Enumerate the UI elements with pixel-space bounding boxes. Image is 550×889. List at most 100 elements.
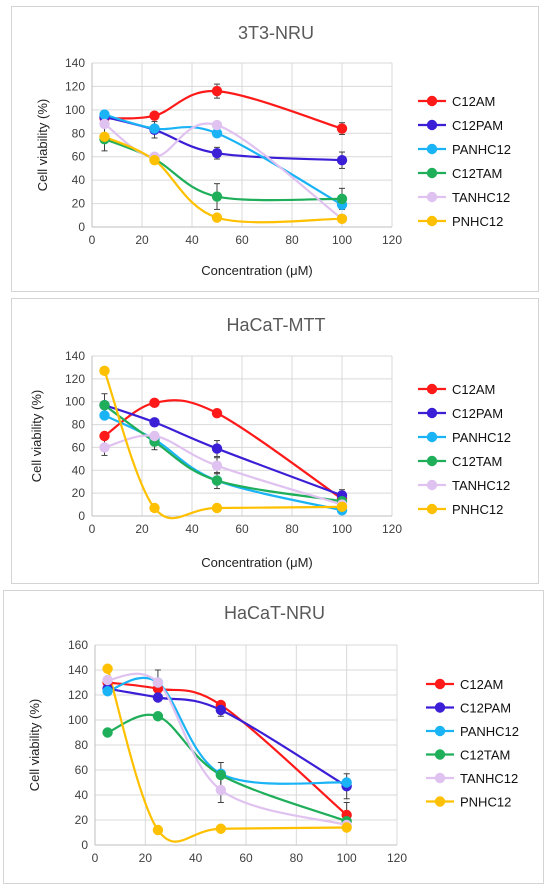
legend-item-c12am: C12AM bbox=[418, 382, 495, 397]
series-line-panhc12 bbox=[107, 676, 347, 785]
data-point-panhc12 bbox=[99, 109, 110, 120]
legend-label: PNHC12 bbox=[452, 502, 503, 517]
data-point-tanhc12 bbox=[149, 430, 160, 442]
y-tick-label: 120 bbox=[65, 79, 85, 93]
data-point-c12am bbox=[99, 430, 110, 442]
legend-label: TANHC12 bbox=[452, 190, 510, 205]
legend-item-c12pam: C12PAM bbox=[418, 118, 503, 133]
legend-item-tanhc12: TANHC12 bbox=[418, 478, 510, 493]
data-point-panhc12 bbox=[102, 686, 113, 697]
legend-label: TANHC12 bbox=[452, 478, 510, 493]
data-point-pnhc12 bbox=[149, 155, 160, 166]
legend-label: C12PAM bbox=[452, 118, 503, 133]
series-line-c12pam bbox=[104, 115, 343, 162]
data-point-c12tam bbox=[211, 191, 223, 202]
y-tick-label: 100 bbox=[65, 395, 85, 409]
legend-marker bbox=[426, 191, 438, 203]
x-tick-label: 60 bbox=[235, 233, 249, 247]
data-point-c12am bbox=[149, 397, 160, 409]
x-tick-label: 100 bbox=[332, 233, 352, 247]
data-point-pnhc12 bbox=[336, 501, 348, 513]
x-tick-label: 80 bbox=[285, 522, 299, 536]
legend-marker bbox=[426, 479, 438, 491]
data-point-tanhc12 bbox=[211, 460, 223, 471]
y-tick-label: 160 bbox=[68, 638, 88, 652]
y-tick-label: 40 bbox=[75, 788, 89, 802]
series-line-c12pam bbox=[104, 404, 343, 497]
legend-label: C12AM bbox=[452, 94, 495, 109]
x-tick-label: 20 bbox=[135, 233, 149, 247]
y-tick-label: 20 bbox=[72, 197, 86, 211]
series-line-tanhc12 bbox=[107, 672, 347, 827]
x-tick-label: 120 bbox=[382, 233, 402, 247]
legend-marker bbox=[434, 749, 446, 760]
legend-label: C12TAM bbox=[452, 166, 502, 181]
x-tick-label: 0 bbox=[89, 233, 96, 247]
x-tick-label: 60 bbox=[239, 851, 253, 865]
data-point-tanhc12 bbox=[211, 119, 223, 131]
x-tick-label: 60 bbox=[235, 522, 249, 536]
legend-item-panhc12: PANHC12 bbox=[418, 142, 511, 157]
legend-item-tanhc12: TANHC12 bbox=[426, 771, 518, 786]
legend-label: PANHC12 bbox=[460, 724, 519, 739]
y-tick-label: 80 bbox=[75, 738, 89, 752]
y-tick-label: 140 bbox=[65, 56, 85, 70]
data-point-c12tam bbox=[336, 193, 348, 205]
legend-item-c12pam: C12PAM bbox=[418, 406, 503, 421]
x-axis-label: Concentration (μM) bbox=[201, 263, 313, 278]
y-tick-label: 60 bbox=[72, 150, 86, 164]
legend-label: TANHC12 bbox=[460, 771, 518, 786]
legend-marker bbox=[434, 772, 446, 784]
y-tick-label: 40 bbox=[72, 173, 86, 187]
legend-label: PANHC12 bbox=[452, 142, 511, 157]
legend-marker bbox=[434, 725, 446, 737]
y-tick-label: 140 bbox=[68, 663, 88, 677]
data-point-c12pam bbox=[211, 443, 223, 454]
data-point-panhc12 bbox=[149, 123, 160, 134]
chart-title: HaCaT-MTT bbox=[227, 315, 326, 335]
data-point-c12tam bbox=[211, 475, 223, 486]
data-point-c12pam bbox=[336, 155, 348, 166]
legend-label: C12PAM bbox=[460, 701, 511, 716]
legend-label: PNHC12 bbox=[460, 795, 511, 810]
data-point-pnhc12 bbox=[211, 212, 223, 223]
legend-marker bbox=[426, 215, 438, 227]
data-point-c12tam bbox=[102, 727, 113, 738]
series-line-panhc12 bbox=[104, 414, 343, 512]
series-line-panhc12 bbox=[104, 113, 343, 206]
legend-marker bbox=[434, 702, 446, 713]
y-tick-label: 140 bbox=[65, 349, 85, 363]
legend-item-c12pam: C12PAM bbox=[426, 701, 511, 716]
series-line-tanhc12 bbox=[104, 434, 343, 506]
x-tick-label: 120 bbox=[382, 522, 402, 536]
y-tick-label: 80 bbox=[72, 126, 86, 140]
legend-item-pnhc12: PNHC12 bbox=[418, 214, 503, 229]
data-point-panhc12 bbox=[341, 777, 352, 788]
data-point-panhc12 bbox=[99, 410, 110, 421]
x-tick-label: 80 bbox=[285, 233, 299, 247]
series-line-pnhc12 bbox=[103, 370, 343, 520]
data-point-pnhc12 bbox=[211, 502, 223, 514]
legend-item-pnhc12: PNHC12 bbox=[418, 502, 503, 517]
legend-label: C12TAM bbox=[460, 748, 510, 763]
x-tick-label: 100 bbox=[332, 522, 352, 536]
data-point-pnhc12 bbox=[99, 365, 110, 377]
series-line-c12pam bbox=[107, 687, 348, 788]
legend-label: PANHC12 bbox=[452, 430, 511, 445]
legend-marker bbox=[426, 119, 438, 131]
series-line-tanhc12 bbox=[103, 122, 343, 220]
x-tick-label: 100 bbox=[337, 851, 357, 865]
legend-marker bbox=[434, 796, 446, 807]
y-tick-label: 120 bbox=[65, 372, 85, 386]
data-point-c12tam bbox=[99, 399, 110, 411]
legend-item-c12am: C12AM bbox=[418, 94, 495, 109]
chart-svg-3t3-nru: 3T3-NRU 0 20 40 60 80 100 120 140 0 20 40 60 80 100 120… bbox=[35, 23, 511, 278]
data-point-c12tam bbox=[215, 769, 227, 781]
legend-item-tanhc12: TANHC12 bbox=[418, 190, 510, 205]
legend-label: PNHC12 bbox=[452, 214, 503, 229]
chart-svg-hacat-nru: HaCaT-NRU 0 20 40 60 80 100 120 140 160 0 20 40 60 80 1… bbox=[27, 603, 519, 865]
legend-label: C12AM bbox=[460, 677, 503, 692]
y-axis-label: Cell viability (%) bbox=[27, 699, 42, 791]
legend-item-c12tam: C12TAM bbox=[418, 454, 502, 469]
data-point-pnhc12 bbox=[149, 502, 160, 514]
